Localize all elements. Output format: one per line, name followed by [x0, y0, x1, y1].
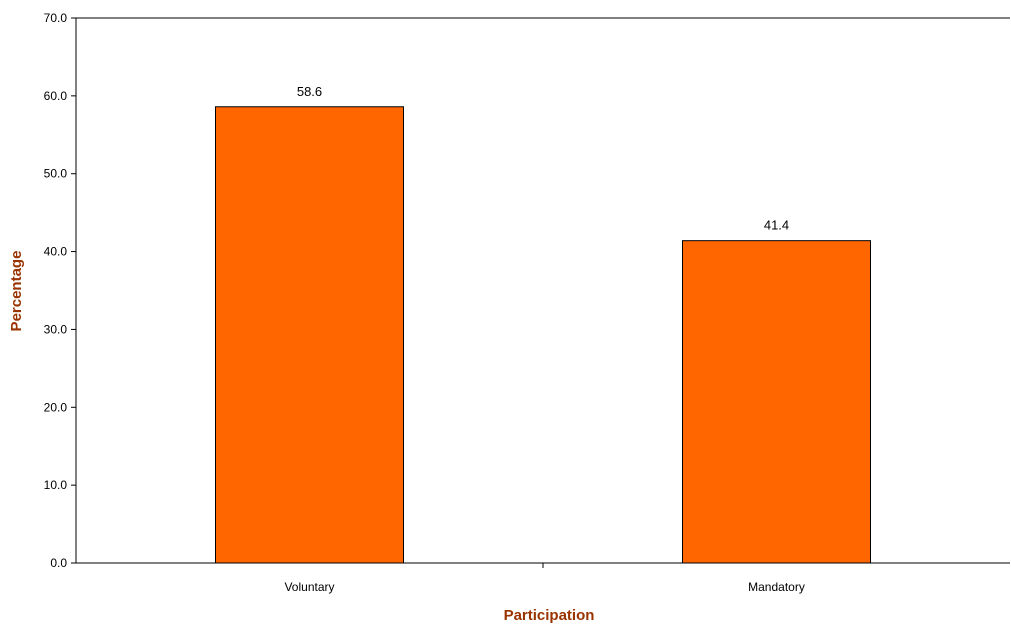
- y-tick-label: 70.0: [44, 11, 68, 25]
- x-tick-label: Voluntary: [284, 580, 334, 594]
- y-axis-title: Percentage: [8, 251, 25, 332]
- y-axis-ticks: 0.0 10.0 20.0 30.0 40.0 50.0 60.0 70.0: [44, 11, 76, 570]
- y-tick-label: 10.0: [44, 478, 68, 492]
- y-tick-label: 60.0: [44, 89, 68, 103]
- bar-mandatory: [682, 240, 871, 564]
- x-tick-label: Mandatory: [748, 580, 805, 594]
- bar-value-label: 58.6: [297, 84, 322, 99]
- y-tick-label: 20.0: [44, 400, 68, 414]
- bar-value-label: 41.4: [764, 218, 789, 233]
- bars: [215, 106, 871, 564]
- y-tick-label: 0.0: [50, 556, 67, 570]
- bar-voluntary: [215, 106, 404, 564]
- y-tick-label: 30.0: [44, 322, 68, 336]
- x-axis-ticks: Voluntary Mandatory: [284, 563, 805, 594]
- bar-value-labels: 58.6 41.4: [297, 84, 789, 233]
- x-axis-title: Participation: [504, 607, 595, 624]
- y-tick-label: 40.0: [44, 245, 68, 259]
- y-tick-label: 50.0: [44, 167, 68, 181]
